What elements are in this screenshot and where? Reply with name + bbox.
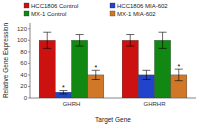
legend-swatch — [110, 11, 115, 16]
error-bar — [142, 70, 150, 79]
y-tick-label: 0 — [24, 95, 28, 101]
y-axis-title: Relative Gene Expression — [2, 23, 10, 99]
error-bar — [126, 35, 134, 47]
legend-label: HCC1806 MIA-602 — [117, 3, 168, 9]
y-tick-label: 60 — [20, 60, 27, 66]
legend-swatch — [24, 11, 29, 16]
annotation: * — [177, 63, 180, 70]
x-tick-label: GHRH — [63, 101, 81, 107]
plot-area — [39, 32, 187, 98]
chart-container: 0 20 40 60 80 100 120 * * * GHRH GHRHR Target Gene Re… — [0, 0, 200, 126]
legend-label: MX-1 MIA-602 — [117, 11, 156, 17]
legend-swatch — [110, 3, 115, 8]
annotation: * — [94, 64, 97, 71]
error-bar — [59, 91, 67, 94]
legend: HCC1806 Control HCC1806 MIA-602 MX-1 Contr… — [24, 3, 168, 17]
y-tick-label: 100 — [17, 37, 28, 43]
y-tick-label: 20 — [20, 83, 27, 89]
legend-label: HCC1806 Control — [31, 3, 78, 9]
y-axis-line — [30, 23, 31, 98]
x-axis-title: Target Gene — [95, 116, 131, 124]
legend-swatch — [24, 3, 29, 8]
annotation: * — [62, 84, 65, 91]
chart: 0 20 40 60 80 100 120 * * * GHRH GHRHR Target Gene Re… — [0, 0, 200, 126]
bar — [39, 40, 55, 98]
error-bar — [43, 32, 51, 48]
error-bar — [159, 32, 167, 48]
error-bar — [175, 69, 183, 81]
legend-label: MX-1 Control — [31, 11, 66, 17]
bar — [72, 40, 88, 98]
error-bar — [76, 35, 84, 47]
y-tick-label: 80 — [20, 49, 27, 55]
y-tick-label: 40 — [20, 72, 27, 78]
y-tick-label: 120 — [17, 26, 28, 32]
bar — [155, 40, 171, 98]
bar — [122, 40, 138, 98]
error-bar — [92, 70, 100, 79]
x-tick-label: GHRHR — [144, 101, 167, 107]
